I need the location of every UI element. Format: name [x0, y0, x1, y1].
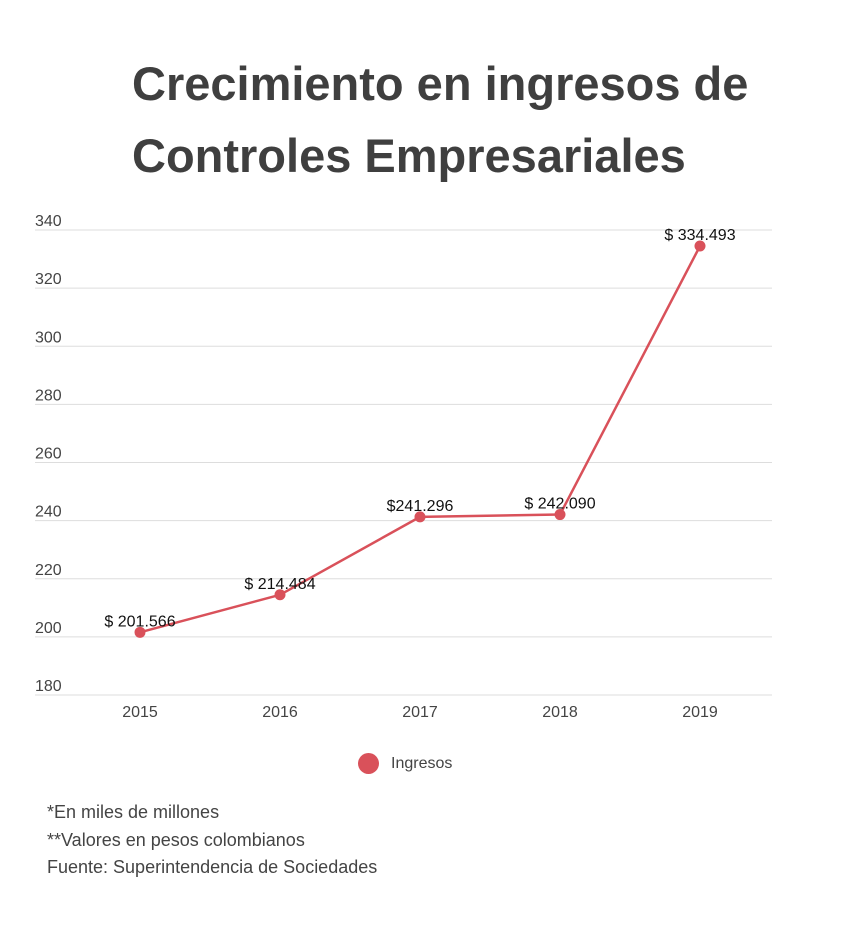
y-tick-label-180: 180 — [35, 678, 62, 695]
x-tick-label-2017: 2017 — [402, 704, 438, 721]
y-tick-label-260: 260 — [35, 446, 62, 463]
data-label-2016: $ 214.484 — [244, 576, 315, 593]
y-tick-label-240: 240 — [35, 504, 62, 521]
series-line-ingresos — [139, 245, 702, 634]
legend: Ingresos — [358, 753, 452, 774]
data-label-2015: $ 201.566 — [104, 613, 175, 630]
y-tick-label-200: 200 — [35, 620, 62, 637]
data-point-2019 — [694, 240, 706, 252]
y-axis-tick-labels: 180 200 220 240 260 280 300 320 340 — [35, 213, 62, 695]
x-tick-label-2019: 2019 — [682, 704, 718, 721]
x-tick-label-2015: 2015 — [122, 704, 158, 721]
x-axis-tick-labels: 2015 2016 2017 2018 2019 — [122, 704, 718, 721]
data-label-2017: $241.296 — [387, 498, 454, 515]
chart-title: Crecimiento en ingresos de Controles Emp… — [132, 48, 832, 192]
footnote-currency: **Valores en pesos colombianos — [47, 829, 305, 850]
footnotes: *En miles de millones **Valores en pesos… — [47, 799, 377, 882]
chart-title-line-1: Crecimiento en ingresos de — [132, 57, 749, 110]
y-tick-label-320: 320 — [35, 271, 62, 288]
footnote-units: *En miles de millones — [47, 802, 220, 822]
x-tick-label-2016: 2016 — [262, 704, 298, 721]
data-point-2017 — [414, 511, 426, 523]
y-tick-label-220: 220 — [35, 562, 62, 579]
y-tick-label-340: 340 — [35, 213, 62, 230]
data-label-2018: $ 242.090 — [524, 496, 595, 513]
line-chart: 180 200 220 240 260 280 300 320 340 2015 2016 2017… — [35, 213, 772, 721]
data-point-2016 — [274, 589, 286, 601]
series-line-layer — [139, 245, 702, 634]
data-point-2018 — [554, 509, 566, 521]
data-point-2015 — [134, 626, 146, 638]
y-tick-label-300: 300 — [35, 329, 62, 346]
series-points — [134, 240, 706, 638]
data-labels: $ 201.566 $ 214.484 $241.296 $ 242.090 $ 334… — [104, 227, 735, 630]
footnote-source: Fuente: Superintendencia de Sociedades — [47, 857, 378, 877]
x-tick-label-2018: 2018 — [542, 704, 578, 721]
data-label-2019: $ 334.493 — [664, 227, 735, 244]
legend-marker-ingresos — [358, 753, 379, 774]
grid-lines — [35, 229, 772, 696]
legend-label-ingresos: Ingresos — [391, 754, 453, 772]
chart-title-line-2: Controles Empresariales — [132, 129, 686, 182]
y-tick-label-280: 280 — [35, 387, 62, 404]
